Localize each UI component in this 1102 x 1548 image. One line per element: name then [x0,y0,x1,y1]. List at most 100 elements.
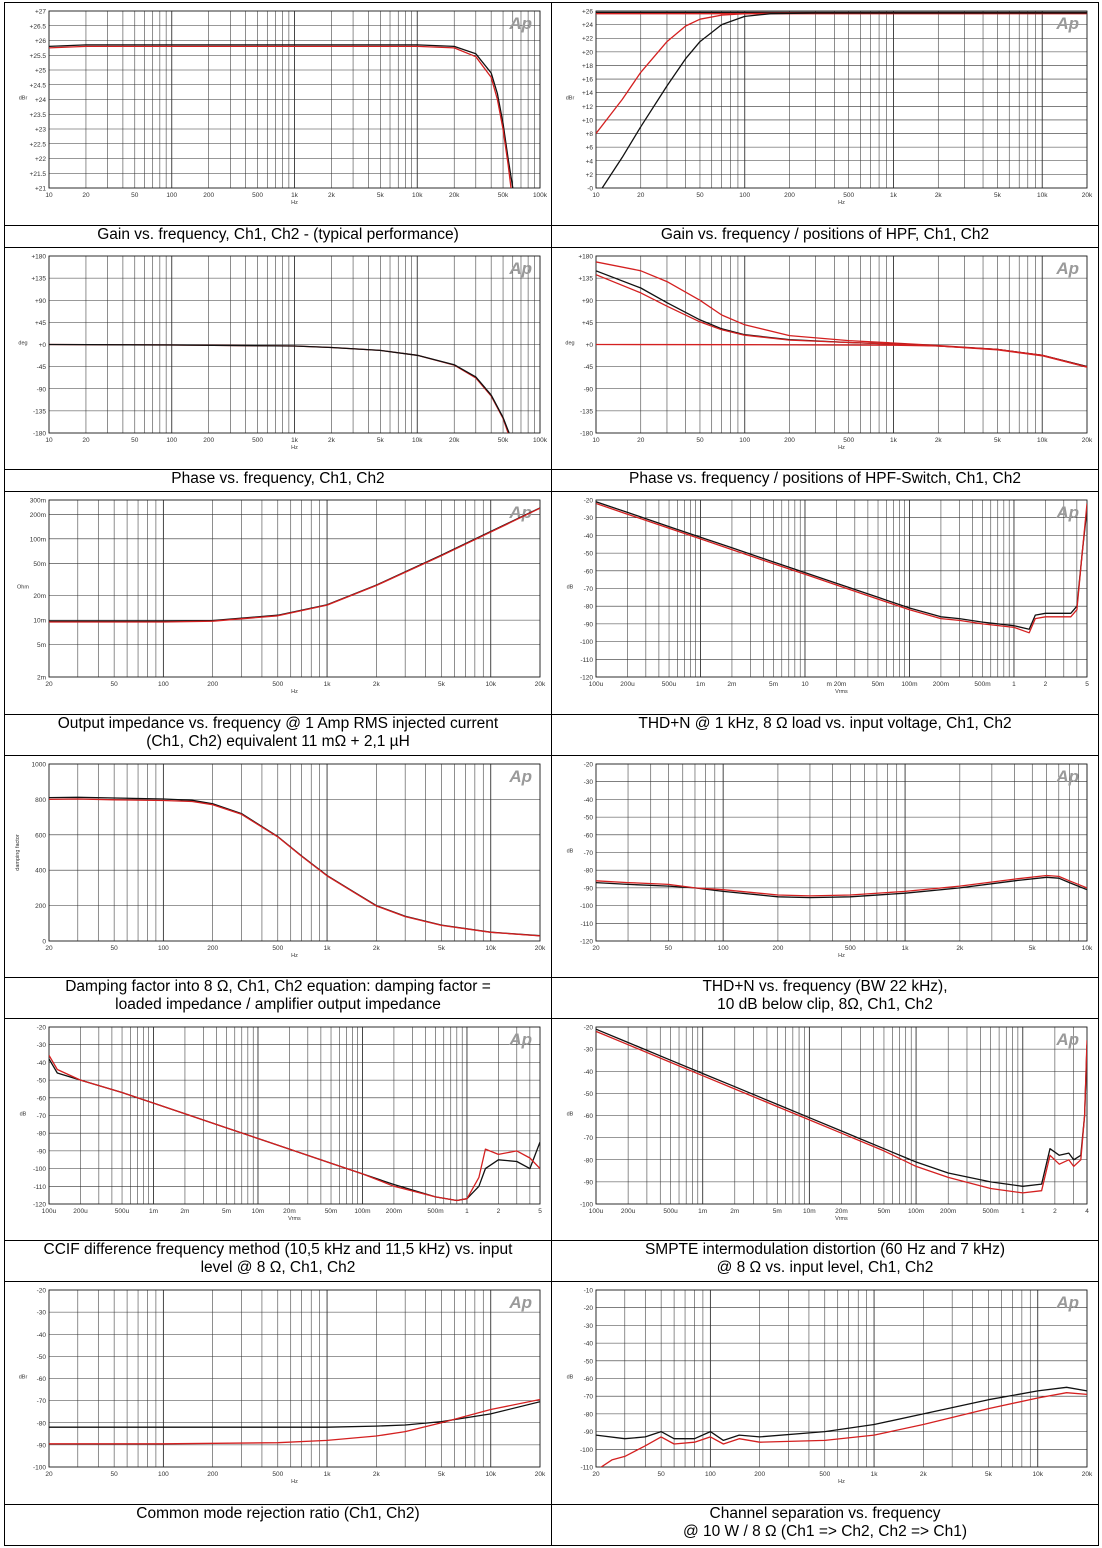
y-tick-label: -100 [33,1166,46,1173]
x-tick-label: 100k [533,437,548,444]
x-tick-label: 10m [252,1208,265,1215]
y-tick-label: -50 [584,551,594,558]
x-tick-label: 5 [538,1208,542,1215]
x-tick-label: 50k [498,437,509,444]
plot-cell: -120 -110 -100 -90 -80 -70 -60 -50 -40 -30 -20 20 50… [551,754,1099,979]
y-tick-label: -30 [584,779,594,786]
x-tick-label: 5k [1029,945,1037,952]
x-tick-label: 5k [994,437,1002,444]
y-tick-label: -30 [37,1042,47,1049]
ap-logo: Ap [1055,1030,1079,1049]
y-tick-label: +4 [586,158,594,165]
x-tick-label: 500 [819,1471,830,1478]
ap-logo: Ap [508,1030,532,1049]
y-tick-label: +25.5 [30,53,47,60]
caption-cell: Gain vs. frequency, Ch1, Ch2 - (typical … [4,224,552,248]
y-tick-label: -20 [584,1306,594,1313]
y-tick-label: -60 [584,832,594,839]
chart-caption: CCIF difference frequency method (10,5 k… [43,1241,513,1277]
series-line-4 [601,12,1087,188]
y-tick-label: 10m [33,618,46,625]
chart-caption: THD+N vs. frequency (BW 22 kHz), 10 dB b… [702,978,948,1014]
x-tick-label: 10k [485,945,496,952]
x-tick-label: 200u [620,681,635,688]
y-axis-label: dB [20,1111,27,1117]
x-tick-label: 20k [535,681,546,688]
y-tick-label: -180 [580,430,593,437]
x-tick-label: 2k [956,945,964,952]
x-tick-label: 500 [252,437,263,444]
x-tick-label: 1k [324,1471,332,1478]
x-tick-label: 50k [498,192,509,199]
y-tick-label: -20 [584,761,594,768]
x-tick-label: 500m [974,681,990,688]
y-tick-label: -70 [37,1113,47,1120]
y-tick-label: +90 [35,297,46,304]
x-tick-label: 1m [149,1208,158,1215]
x-tick-label: 2k [935,437,943,444]
x-tick-label: 10 [592,437,600,444]
x-tick-label: 100 [705,1471,716,1478]
ap-logo: Ap [1055,259,1079,278]
x-axis-label: Hz [291,445,298,451]
y-tick-label: -120 [580,938,593,945]
y-tick-label: 200m [30,512,46,519]
x-tick-label: 5m [773,1208,782,1215]
plot-cell: -120 -110 -100 -90 -80 -70 -60 -50 -40 -30 -20 100u… [551,491,1099,715]
x-tick-label: 200 [203,192,214,199]
caption-row: Phase vs. frequency, Ch1, Ch2 Phase vs. f… [4,469,1099,493]
y-tick-label: -40 [37,1332,47,1339]
caption-cell: THD+N vs. frequency (BW 22 kHz), 10 dB b… [551,977,1099,1019]
y-axis-label: deg [565,340,574,346]
x-tick-label: 5k [377,192,385,199]
x-tick-label: 20k [535,945,546,952]
y-tick-label: +6 [586,145,594,152]
x-tick-label: 50m [872,681,885,688]
x-tick-label: 100 [158,681,169,688]
x-tick-label: 100k [533,192,548,199]
y-tick-label: -70 [584,586,594,593]
y-tick-label: -60 [37,1376,47,1383]
caption-row: Gain vs. frequency, Ch1, Ch2 - (typical … [4,224,1099,248]
y-tick-label: -50 [584,1091,594,1098]
x-tick-label: 100 [166,437,177,444]
x-axis-label: Vrms [835,689,848,695]
y-tick-label: +8 [586,131,594,138]
x-tick-label: 1 [465,1208,469,1215]
chart-12: -110 -100 -90 -80 -70 -60 -50 -40 -30 -20 -10 20 50 1… [567,1288,1093,1486]
ap-logo: Ap [508,259,532,278]
caption-cell: SMPTE intermodulation distortion (60 Hz … [551,1240,1099,1283]
caption-row: Output impedance vs. frequency @ 1 Amp R… [4,713,1099,756]
y-tick-label: -80 [584,1157,594,1164]
x-tick-label: 20 [592,1471,600,1478]
y-tick-label: +10 [582,117,593,124]
x-axis-label: Hz [291,689,298,695]
x-tick-label: 500u [663,1208,678,1215]
x-tick-label: 1m [698,1208,707,1215]
x-tick-label: 2k [920,1471,928,1478]
chart-11: -100 -90 -80 -70 -60 -50 -40 -30 -20 20 50 100 200 50… [19,1288,546,1486]
x-tick-label: 50 [665,945,673,952]
plot-frame [595,763,1088,941]
x-tick-label: 5k [438,1471,446,1478]
plot-cell: -110 -100 -90 -80 -70 -60 -50 -40 -30 -20 -10 20 50 1… [551,1281,1099,1505]
y-tick-label: -135 [580,408,593,415]
y-tick-label: -90 [584,386,594,393]
y-tick-label: +135 [578,275,593,282]
plot-frame [595,10,1088,189]
x-tick-label: 200 [784,437,795,444]
series-line-1 [596,876,1087,898]
y-axis-label: damping factor [15,834,21,871]
caption-cell: THD+N @ 1 kHz, 8 Ω load vs. input voltag… [551,713,1099,756]
series-line-2 [596,502,1087,634]
y-tick-label: +20 [582,49,593,56]
x-axis-label: Vrms [288,1216,301,1222]
x-tick-label: 200 [772,945,783,952]
x-tick-label: 500 [272,1471,283,1478]
plot-cell: -180 -135 -90 -45 +0 +45 +90 +135 +180 10 20 50 100 2… [551,246,1099,471]
y-tick-label: -120 [33,1201,46,1208]
plot-cell: -0 +2 +4 +6 +8 +10 +12 +14 +16 +18 +20 +22 +24 +26 10 2… [551,2,1099,226]
plot-frame [595,1026,1088,1205]
x-tick-label: 2k [373,681,381,688]
y-tick-label: 5m [37,642,46,649]
